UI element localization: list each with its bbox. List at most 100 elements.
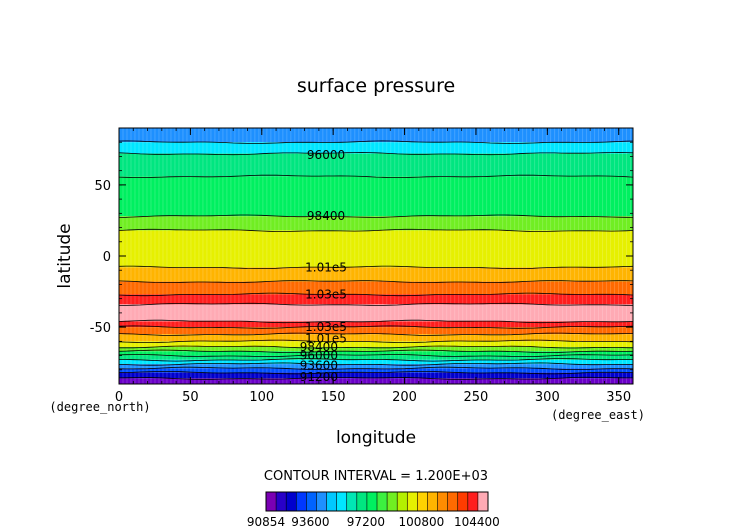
colorbar-swatch xyxy=(407,492,418,511)
chart-title: surface pressure xyxy=(297,75,455,97)
contour-label-3: 1.03e5 xyxy=(305,287,347,301)
colorbar-label: 104400 xyxy=(454,515,500,529)
y-tick-label: 0 xyxy=(103,250,111,265)
colorbar xyxy=(265,491,489,512)
contour-band-6 xyxy=(119,267,633,282)
colorbar-swatch xyxy=(377,492,388,511)
x-tick-label: 300 xyxy=(535,390,560,405)
colorbar-labels: 90854 93600 97200 100800 104400 xyxy=(247,515,500,529)
x-tick-label: 50 xyxy=(182,390,199,405)
x-tick-label: 0 xyxy=(115,390,123,405)
contour-labels: 96000984001.01e51.03e51.03e51.01e5984009… xyxy=(300,148,347,384)
contour-band-11 xyxy=(119,327,633,335)
contour-label-7: 96000 xyxy=(300,349,338,363)
contour-interval-text: CONTOUR INTERVAL = 1.200E+03 xyxy=(264,469,488,484)
colorbar-swatch xyxy=(316,492,327,511)
y-axis-label: latitude xyxy=(55,223,75,288)
contour-line-20 xyxy=(119,371,633,375)
contour-band-15 xyxy=(119,351,633,356)
colorbar-swatch xyxy=(366,492,378,511)
colorbar-label: 100800 xyxy=(398,515,444,529)
contour-line-18 xyxy=(118,362,634,366)
contour-label-2: 1.01e5 xyxy=(305,260,347,274)
contour-line-8 xyxy=(118,292,634,297)
contour-line-1 xyxy=(118,140,634,144)
y-axis-unit: (degree_north) xyxy=(49,400,150,414)
contour-band-16 xyxy=(119,355,633,360)
contour-fill xyxy=(119,128,633,384)
colorbar-swatch xyxy=(427,492,438,511)
contour-label-6: 98400 xyxy=(300,340,338,354)
x-axis-unit: (degree_east) xyxy=(551,408,645,422)
contour-line-12 xyxy=(118,332,633,336)
colorbar-swatch xyxy=(417,492,428,511)
contour-line-14 xyxy=(119,345,634,349)
colorbar-swatch xyxy=(457,492,469,511)
x-tick-label: 350 xyxy=(606,390,631,405)
colorbar-swatch xyxy=(336,492,348,511)
y-axis: -50 0 50 xyxy=(90,127,633,385)
contour-band-5 xyxy=(119,230,633,268)
x-tick-label: 250 xyxy=(464,390,489,405)
contour-line-7 xyxy=(118,280,634,284)
contour-band-7 xyxy=(119,281,633,295)
colorbar-label: 97200 xyxy=(347,515,385,529)
contour-label-9: 91200 xyxy=(300,370,338,384)
contour-band-2 xyxy=(119,153,633,177)
x-axis: 0 50 100 150 200 250 300 350 xyxy=(115,128,634,405)
x-tick-label: 150 xyxy=(321,390,346,405)
contour-band-20 xyxy=(119,372,633,379)
contour-line-13 xyxy=(118,339,634,344)
contour-line-5 xyxy=(118,228,634,232)
contour-line-11 xyxy=(118,325,634,329)
colorbar-swatch xyxy=(286,492,297,511)
contour-line-10 xyxy=(118,319,634,324)
contour-line-19 xyxy=(118,366,634,370)
colorbar-swatch xyxy=(346,492,358,511)
colorbar-label: 93600 xyxy=(291,515,329,529)
colorbar-swatch xyxy=(437,492,448,511)
contour-band-18 xyxy=(119,364,633,369)
contour-band-0 xyxy=(119,128,633,143)
colorbar-swatch xyxy=(397,492,408,511)
colorbar-swatch xyxy=(326,492,337,511)
contour-band-14 xyxy=(119,347,633,352)
contour-line-9 xyxy=(119,302,634,306)
contour-band-10 xyxy=(119,321,633,328)
colorbar-swatch xyxy=(467,492,479,511)
colorbar-swatch xyxy=(276,492,287,511)
colorbar-swatch xyxy=(296,492,307,511)
contour-line-4 xyxy=(118,214,634,218)
colorbar-swatch xyxy=(387,492,398,511)
contour-line-2 xyxy=(118,152,634,156)
contour-band-12 xyxy=(119,334,633,342)
contour-line-16 xyxy=(118,354,634,358)
contour-band-9 xyxy=(119,304,633,322)
contour-band-17 xyxy=(119,359,633,365)
colorbar-swatch xyxy=(266,492,277,511)
y-tick-label: -50 xyxy=(90,321,111,336)
contour-band-3 xyxy=(119,176,633,217)
contour-band-4 xyxy=(119,216,633,231)
x-tick-label: 200 xyxy=(392,390,417,405)
contour-line-3 xyxy=(118,174,634,179)
colorbar-swatch xyxy=(477,492,489,511)
colorbar-swatch xyxy=(356,492,368,511)
colorbar-swatch xyxy=(306,492,317,511)
contour-line-15 xyxy=(118,349,634,354)
contour-line-6 xyxy=(118,265,634,269)
contour-label-5: 1.01e5 xyxy=(305,331,347,345)
y-tick-label: 50 xyxy=(94,179,111,194)
x-tick-label: 100 xyxy=(249,390,274,405)
contour-band-19 xyxy=(119,368,633,373)
colorbar-swatch xyxy=(447,492,459,511)
contour-label-0: 96000 xyxy=(307,148,345,162)
x-axis-label: longitude xyxy=(336,428,416,448)
contour-label-4: 1.03e5 xyxy=(305,320,347,334)
contour-line-17 xyxy=(119,358,634,362)
contour-band-1 xyxy=(119,142,633,154)
contour-lines xyxy=(118,140,634,380)
contour-label-8: 93600 xyxy=(300,359,338,373)
colorbar-label: 90854 xyxy=(247,515,285,529)
